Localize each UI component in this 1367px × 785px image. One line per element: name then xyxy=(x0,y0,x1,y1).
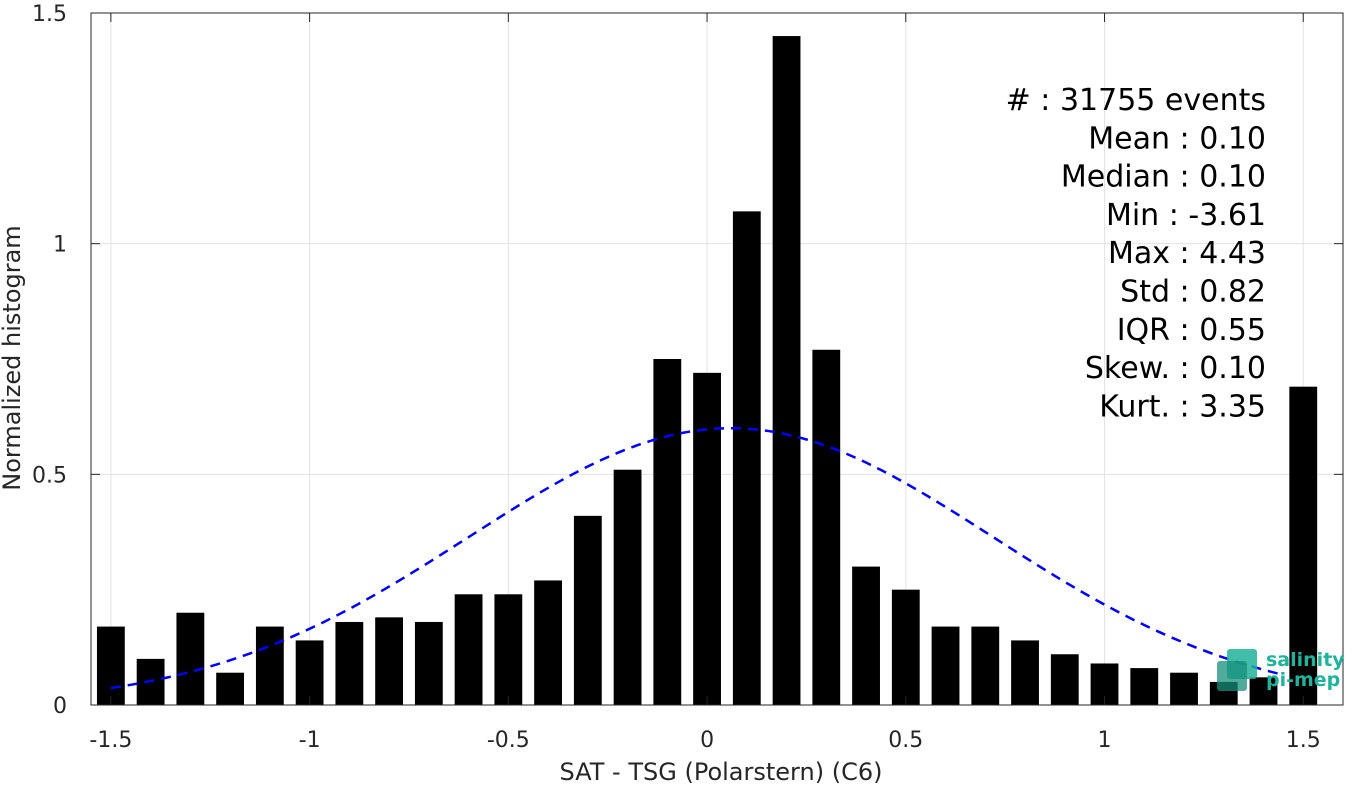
histogram-bars xyxy=(96,36,1318,706)
histogram-bar-20 xyxy=(891,589,920,705)
histogram-bar-13 xyxy=(613,469,642,705)
histogram-bar-17 xyxy=(772,36,801,706)
y-axis-label: Normalized histogram xyxy=(0,225,26,490)
histogram-bar-9 xyxy=(454,594,483,705)
histogram-bar-5 xyxy=(295,640,324,705)
histogram-bar-26 xyxy=(1130,668,1159,705)
histogram-bar-16 xyxy=(732,211,761,705)
histogram-bar-6 xyxy=(335,621,364,705)
stat-line-3: Min : -3.61 xyxy=(1106,198,1266,233)
histogram-bar-2 xyxy=(176,612,205,705)
x-tick-label-4: 0.5 xyxy=(888,728,923,753)
histogram-bar-15 xyxy=(693,372,721,705)
y-tick-label-3: 1.5 xyxy=(32,2,67,27)
x-tick-label-3: 0 xyxy=(700,728,714,753)
histogram-bar-14 xyxy=(653,359,682,705)
histogram-bar-22 xyxy=(971,626,1000,705)
stat-line-5: Std : 0.82 xyxy=(1120,275,1266,310)
gaussian-fit-line xyxy=(110,426,1284,690)
histogram-bar-19 xyxy=(852,566,880,705)
stat-line-0: # : 31755 events xyxy=(1006,83,1266,118)
x-tick-label-5: 1 xyxy=(1098,728,1112,753)
y-tick-label-0: 0 xyxy=(53,694,67,719)
histogram-bar-18 xyxy=(812,349,841,705)
plot-axes xyxy=(90,12,1344,706)
histogram-bar-30 xyxy=(1289,386,1318,705)
histogram-bar-3 xyxy=(216,672,245,705)
stat-line-7: Skew. : 0.10 xyxy=(1085,351,1266,386)
histogram-bar-24 xyxy=(1050,654,1079,705)
histogram-bar-7 xyxy=(375,617,404,705)
histogram-bar-12 xyxy=(573,515,602,705)
x-tick-label-1: -1 xyxy=(299,728,321,753)
histogram-bar-0 xyxy=(96,626,125,705)
logo-line1: salinity xyxy=(1266,649,1345,671)
histogram-bar-21 xyxy=(931,626,960,705)
histogram-bar-29 xyxy=(1249,677,1278,705)
stat-line-4: Max : 4.43 xyxy=(1108,236,1266,271)
plot-frame xyxy=(90,12,1344,706)
x-axis-label: SAT - TSG (Polarstern) (C6) xyxy=(560,758,883,785)
x-tick-label-0: -1.5 xyxy=(89,728,132,753)
histogram-bar-23 xyxy=(1011,640,1039,705)
histogram-bar-4 xyxy=(255,626,284,705)
y-tick-label-2: 1 xyxy=(53,233,67,258)
histogram-bar-10 xyxy=(494,594,523,705)
y-tick-labels: 0 0.5 1 1.5 xyxy=(32,2,67,719)
stat-line-2: Median : 0.10 xyxy=(1061,160,1266,195)
histogram-bar-27 xyxy=(1170,672,1198,705)
stat-line-6: IQR : 0.55 xyxy=(1117,313,1266,348)
x-tick-label-6: 1.5 xyxy=(1286,728,1321,753)
stat-line-8: Kurt. : 3.35 xyxy=(1099,389,1266,424)
logo-mark-shadow-icon xyxy=(1217,661,1247,691)
x-tick-labels: -1.5 -1 -0.5 0 0.5 1 1.5 xyxy=(89,728,1320,753)
histogram-bar-11 xyxy=(534,580,562,705)
y-tick-label-1: 0.5 xyxy=(32,463,67,488)
x-tick-label-2: -0.5 xyxy=(487,728,530,753)
salinity-pimep-logo: salinity pi-mep xyxy=(1217,649,1345,691)
stat-line-1: Mean : 0.10 xyxy=(1088,121,1266,156)
histogram-bar-8 xyxy=(414,621,443,705)
logo-line2: pi-mep xyxy=(1266,669,1340,691)
